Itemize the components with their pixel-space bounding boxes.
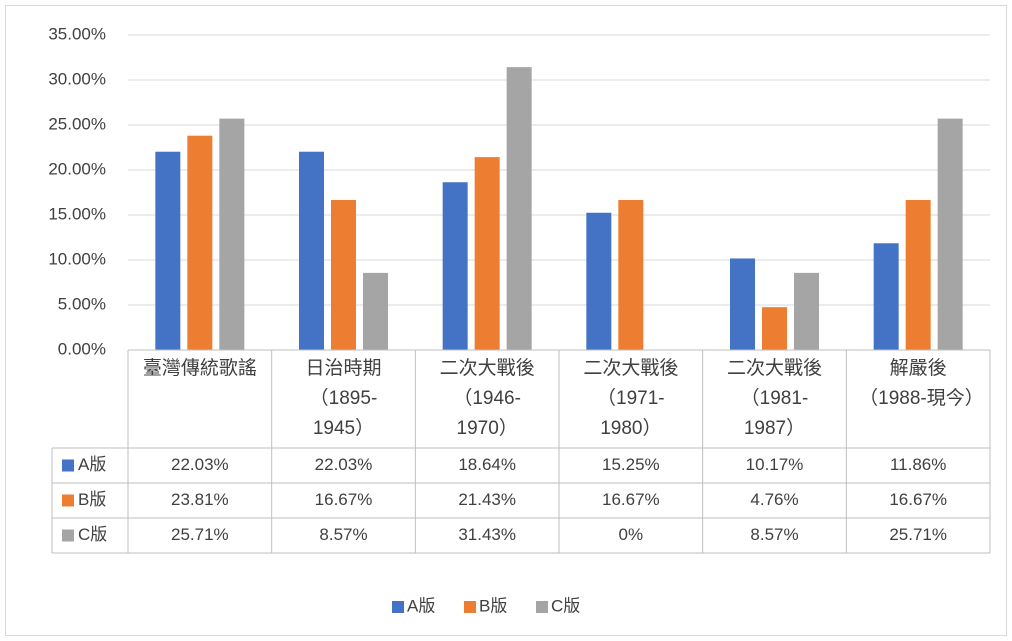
bar	[873, 243, 899, 350]
table-legend-swatch	[62, 459, 74, 472]
category-cell: 二次大戰後（1981-1987）	[726, 358, 822, 439]
table-legend-swatch	[62, 529, 74, 542]
bar	[363, 272, 388, 350]
bar	[618, 199, 644, 350]
table-value: 4.76%	[750, 490, 798, 509]
bar	[219, 118, 245, 350]
table-value: 31.43%	[458, 525, 516, 544]
table-value: 0%	[619, 525, 644, 544]
table-value: 22.03%	[315, 455, 373, 474]
category-cell: 解嚴後（1988-現今）	[859, 358, 984, 409]
category-cell: 二次大戰後（1946-1970）	[439, 358, 535, 439]
legend-label: B版	[479, 596, 507, 615]
table-value: 15.25%	[602, 455, 660, 474]
x-tick-label: 二次大戰後（1971-1980）	[583, 358, 679, 439]
legend-label: A版	[407, 596, 435, 615]
table-value: 18.64%	[458, 455, 516, 474]
y-tick-label: 5.00%	[58, 294, 106, 313]
bar	[794, 272, 819, 350]
bar	[442, 182, 468, 350]
y-tick-label: 35.00%	[48, 24, 106, 43]
table-value: 16.67%	[315, 490, 373, 509]
y-tick-label: 30.00%	[48, 69, 106, 88]
legend-label: C版	[551, 596, 580, 615]
bar	[299, 151, 324, 350]
x-tick-label: 臺灣傳統歌謠	[142, 358, 257, 379]
table-series-label: B版	[78, 490, 106, 509]
y-tick-label: 20.00%	[48, 159, 106, 178]
category-cell: 日治時期（1895-1945）	[305, 358, 382, 439]
legend-swatch	[392, 601, 404, 613]
y-tick-label: 0.00%	[58, 339, 106, 358]
category-cell: 臺灣傳統歌謠	[142, 358, 257, 379]
bar	[155, 151, 181, 350]
table-series-label: A版	[78, 455, 106, 474]
bar	[586, 212, 612, 350]
table-value: 8.57%	[750, 525, 798, 544]
table-value: 16.67%	[889, 490, 947, 509]
bar	[474, 157, 500, 350]
y-tick-label: 25.00%	[48, 114, 106, 133]
x-tick-label: 二次大戰後（1946-1970）	[439, 358, 535, 439]
x-tick-label: 解嚴後（1988-現今）	[859, 358, 984, 409]
table-value: 22.03%	[171, 455, 229, 474]
bar	[937, 118, 963, 350]
table-value: 23.81%	[171, 490, 229, 509]
y-tick-label: 10.00%	[48, 249, 106, 268]
table-series-label: C版	[78, 525, 107, 544]
table-value: 10.17%	[746, 455, 804, 474]
y-tick-label: 15.00%	[48, 204, 106, 223]
legend-swatch	[464, 601, 476, 613]
table-value: 25.71%	[889, 525, 947, 544]
legend-swatch	[536, 601, 548, 613]
table-value: 8.57%	[319, 525, 367, 544]
table-legend-swatch	[62, 494, 74, 507]
bar	[506, 67, 532, 350]
category-cell: 二次大戰後（1971-1980）	[583, 358, 679, 439]
bar	[905, 199, 931, 350]
x-tick-label: 二次大戰後（1981-1987）	[726, 358, 822, 439]
bar	[730, 258, 755, 350]
bar	[331, 199, 356, 350]
x-tick-label: 日治時期（1895-1945）	[305, 358, 382, 439]
table-value: 16.67%	[602, 490, 660, 509]
table-value: 25.71%	[171, 525, 229, 544]
table-value: 21.43%	[458, 490, 516, 509]
table-value: 11.86%	[890, 455, 946, 474]
bar	[762, 307, 787, 350]
bar	[187, 135, 213, 350]
